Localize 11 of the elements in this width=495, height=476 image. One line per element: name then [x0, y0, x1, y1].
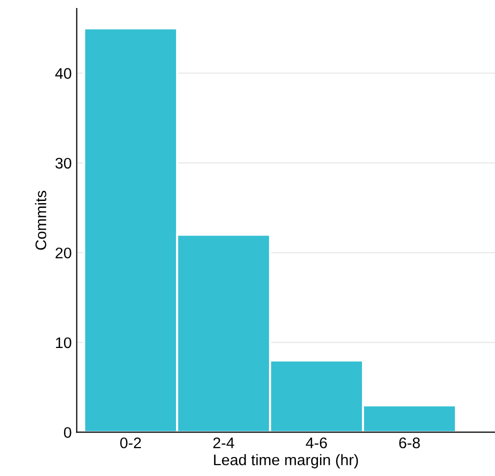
x-axis-title: Lead time margin (hr) [214, 454, 358, 468]
y-axis-title: Commits [35, 190, 46, 250]
y-tick-label: 30 [55, 158, 72, 169]
y-tick-label: 10 [56, 337, 72, 348]
y-tick-label: 0 [64, 427, 72, 438]
y-tick-label: 40 [55, 68, 72, 79]
x-tick-label: 2-4 [213, 437, 234, 448]
x-tick-label: 0-2 [120, 437, 141, 448]
y-tick-label: 20 [56, 248, 72, 258]
x-tick-label: 4-6 [306, 437, 327, 448]
x-tick-label: 6-8 [399, 437, 420, 448]
